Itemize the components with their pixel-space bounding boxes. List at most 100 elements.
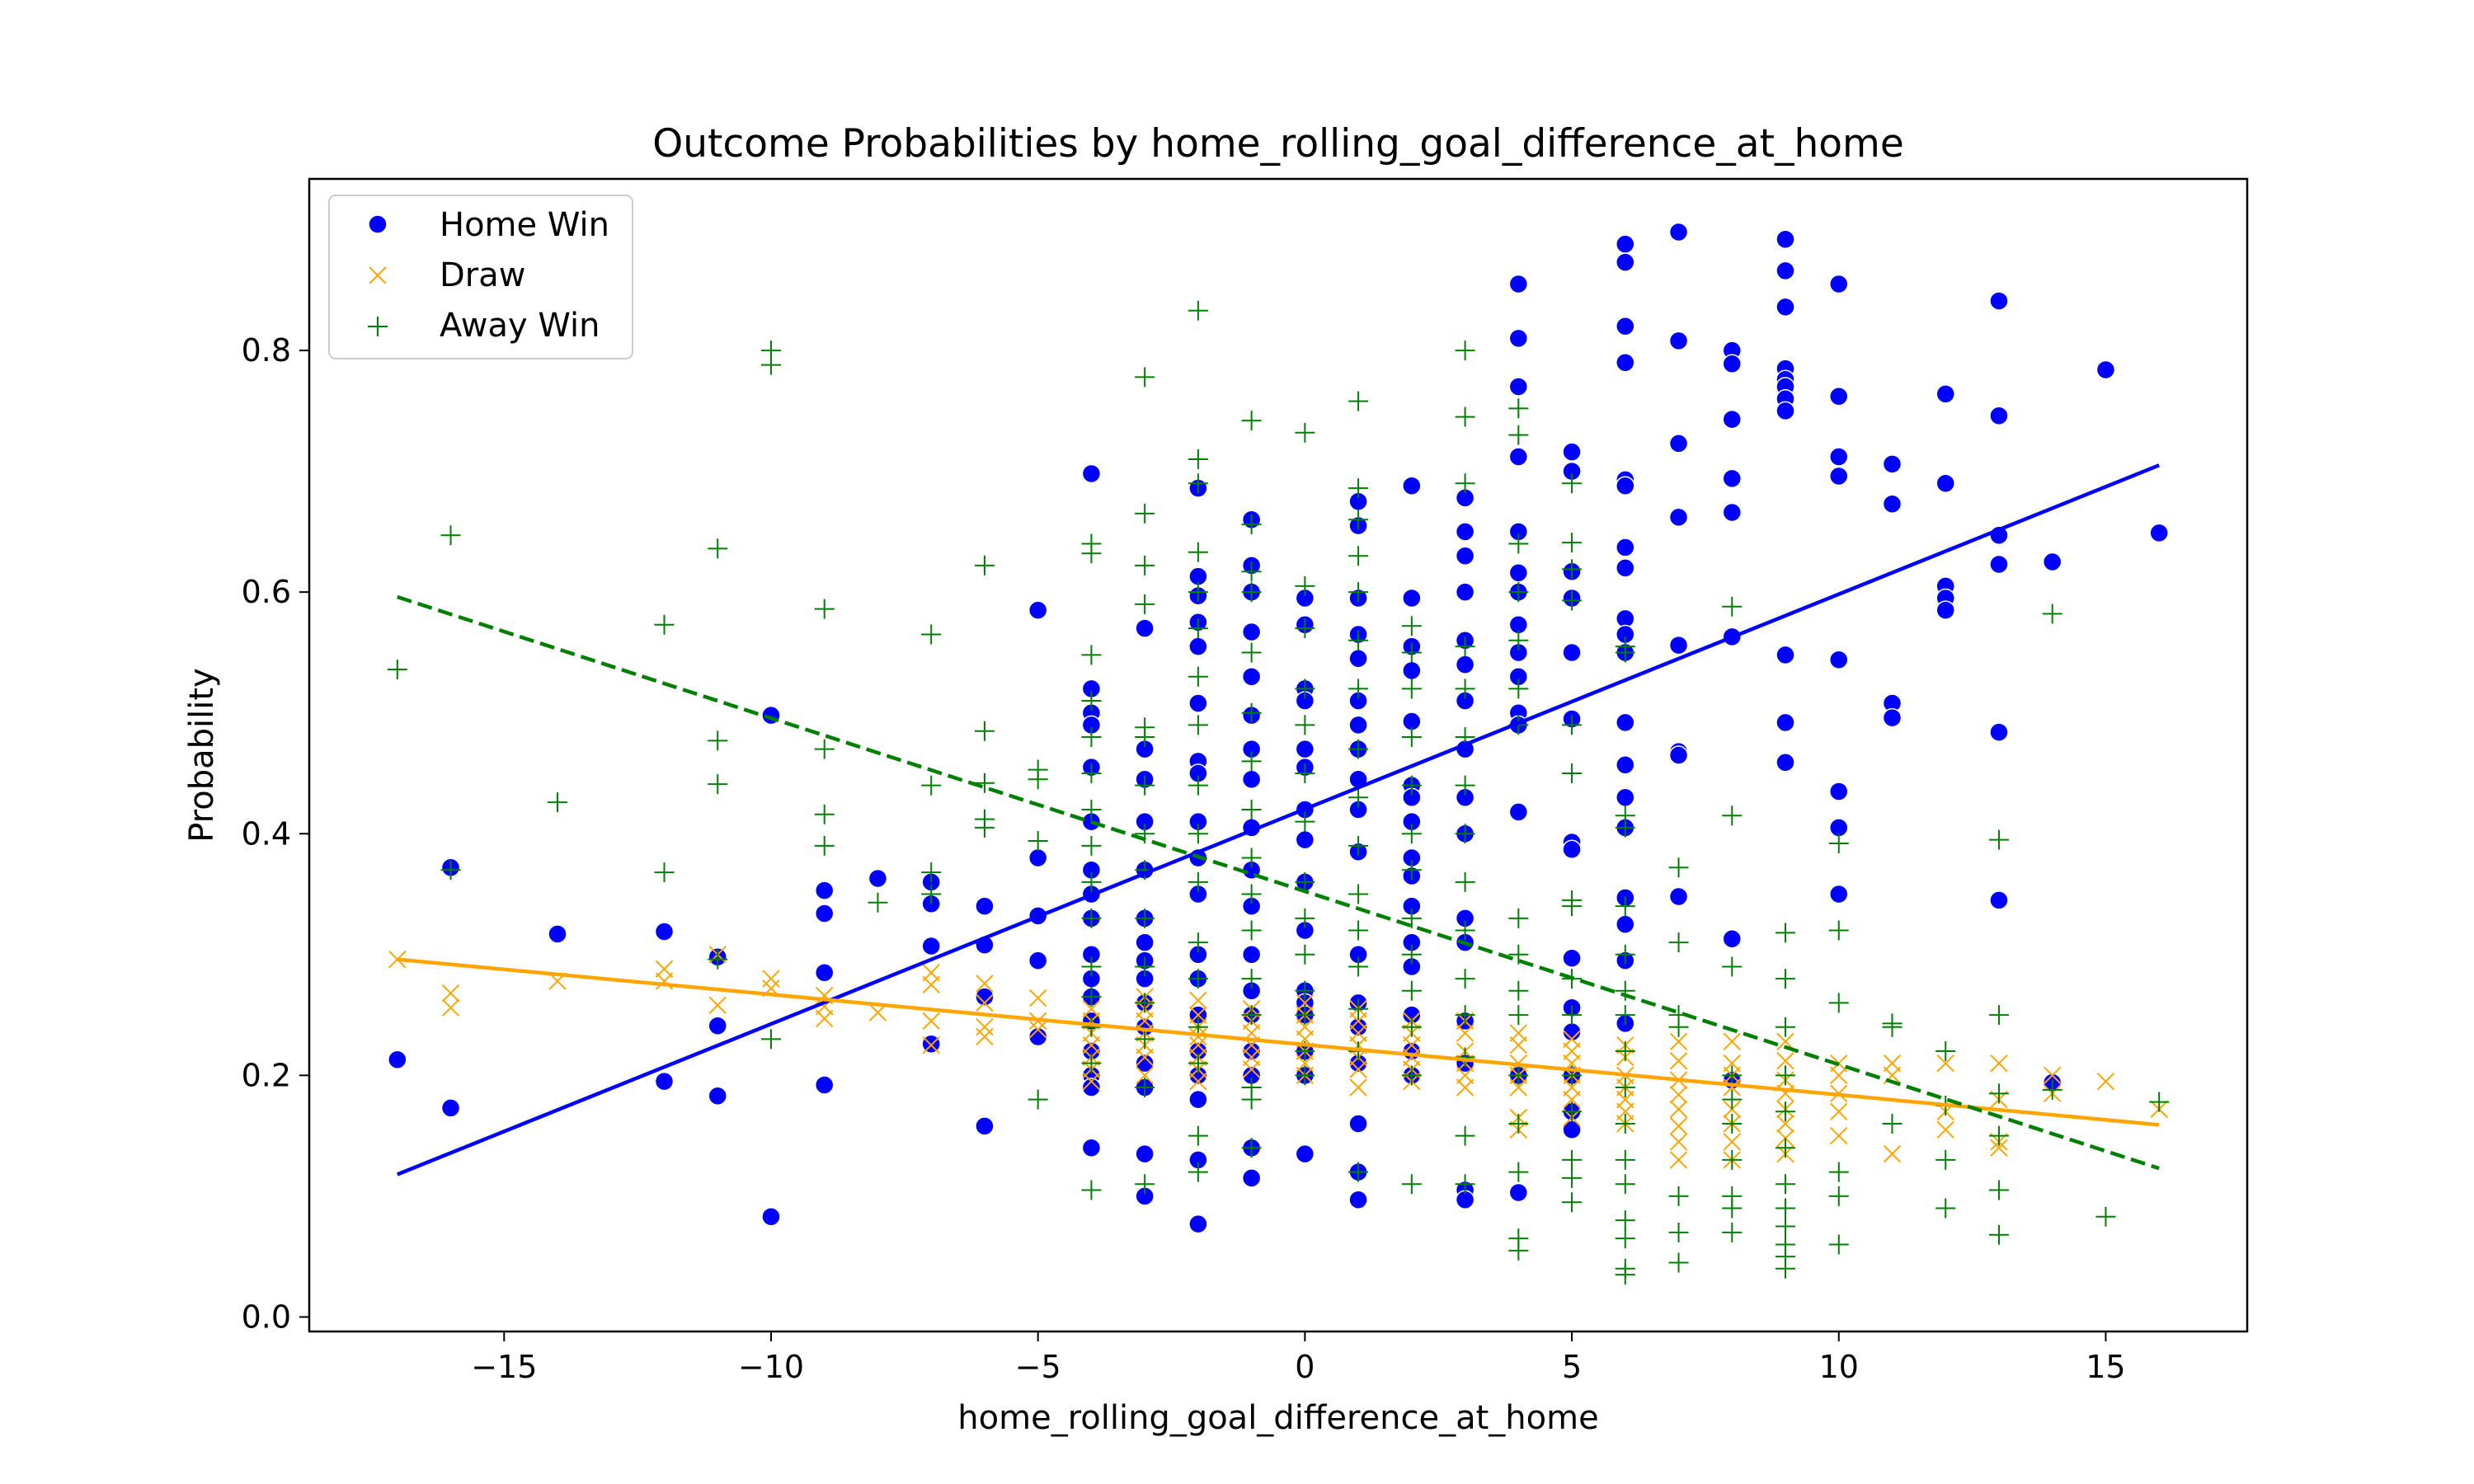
away-win-point: [1776, 923, 1796, 943]
home-win-point: [975, 896, 995, 916]
away-win-point: [2095, 1206, 2116, 1227]
away-win-point: [1081, 691, 1102, 711]
away-win-point: [1508, 1162, 1529, 1182]
away-win-point: [1295, 1005, 1315, 1026]
home-win-point: [1616, 787, 1635, 808]
home-win-point: [1135, 618, 1155, 638]
away-win-point: [1348, 546, 1369, 566]
home-win-point: [1935, 384, 1955, 404]
home-win-point: [388, 1050, 407, 1070]
away-win-point: [814, 835, 835, 856]
home-win-point: [1455, 655, 1475, 674]
away-win-point: [1615, 1228, 1635, 1249]
away-win-point: [1615, 1210, 1635, 1231]
away-win-point: [1455, 473, 1475, 494]
away-win-point: [1241, 1005, 1262, 1026]
home-win-point: [1241, 1168, 1262, 1188]
draw-point: [1830, 1102, 1848, 1121]
home-win-point: [440, 1098, 461, 1118]
away-win-point: [1295, 715, 1315, 735]
away-win-point: [1241, 751, 1262, 772]
away-win-point: [1348, 956, 1369, 977]
away-win-point: [1295, 944, 1315, 965]
home-win-point: [1616, 352, 1635, 373]
away-win-point: [974, 773, 995, 793]
home-win-point: [1081, 463, 1102, 484]
away-win-point: [1828, 1186, 1849, 1206]
home-win-point: [1616, 558, 1635, 578]
away-win-point: [1455, 636, 1475, 657]
away-win-point: [1295, 618, 1315, 639]
away-win-point: [1081, 987, 1102, 1007]
home-win-point: [1829, 274, 1849, 294]
x-axis-ticks: −15 −10 −5 0 5 10 15: [471, 1331, 2126, 1385]
draw-point: [1990, 1139, 2008, 1157]
away-win-point: [1882, 1017, 1903, 1037]
away-win-point: [1295, 811, 1315, 832]
away-win-point: [1081, 871, 1102, 892]
away-win-point: [1776, 1258, 1796, 1279]
away-win-point: [1348, 739, 1369, 759]
away-win-point: [1722, 1149, 1743, 1170]
away-win-point: [1508, 398, 1529, 419]
away-win-point: [1455, 1125, 1475, 1146]
home-win-point: [1616, 476, 1635, 495]
home-win-point: [1935, 600, 1955, 620]
draw-point: [976, 993, 994, 1012]
away-win-point: [1935, 1041, 1956, 1062]
away-win-point: [1348, 998, 1369, 1019]
away-win-point: [1508, 1113, 1529, 1134]
away-win-point: [1135, 555, 1155, 575]
away-win-point: [1348, 884, 1369, 904]
home-win-point: [1135, 1053, 1155, 1073]
plot-frame: [308, 177, 2249, 1333]
y-axis-ticks: 0.0 0.2 0.4 0.6 0.8: [242, 332, 309, 1335]
home-win-point: [1508, 274, 1529, 294]
draw-point: [441, 984, 460, 1003]
home-win-point: [975, 987, 995, 1007]
home-win-point: [1348, 1114, 1368, 1134]
away-win-point: [1455, 340, 1475, 361]
home-win-point: [1028, 848, 1048, 868]
away-win-point: [2149, 1092, 2170, 1112]
home-win-point: [1989, 291, 2009, 311]
away-win-point: [1188, 1162, 1208, 1182]
home-win-point: [1776, 401, 1795, 421]
home-win-point: [1668, 331, 1689, 351]
away-win-point: [1081, 727, 1102, 748]
home-win-point: [1776, 261, 1795, 281]
away-win-point: [1401, 679, 1422, 699]
y-tick-label: 0.0: [242, 1298, 291, 1335]
home-win-point: [708, 1086, 727, 1106]
draw-point: [1669, 1032, 1688, 1051]
away-win-point: [1455, 775, 1475, 796]
away-win-point: [1188, 969, 1208, 989]
legend-label-home-win: Home Win: [440, 206, 609, 244]
away-win-point: [1615, 1077, 1635, 1097]
home-win-point: [921, 936, 941, 956]
away-win-point: [654, 862, 675, 883]
x-axis-label: home_rolling_goal_difference_at_home: [957, 1399, 1598, 1437]
legend-label-away-win: Away Win: [440, 307, 600, 345]
away-win-point: [1241, 642, 1262, 663]
away-win-point: [1081, 1053, 1102, 1073]
home-win-point: [1776, 753, 1795, 773]
draw-point: [1242, 1060, 1261, 1078]
draw-point: [1936, 1054, 1954, 1073]
home-win-point: [1455, 546, 1475, 566]
away-win-point: [1135, 594, 1155, 614]
draw-point: [1456, 1024, 1475, 1042]
draw-point: [1189, 1072, 1207, 1091]
away-win-point: [1668, 932, 1689, 953]
draw-point: [1669, 1100, 1688, 1119]
away-win-point: [1668, 857, 1689, 878]
away-win-point: [2042, 603, 2062, 624]
trendline-away-win: [397, 594, 2160, 1171]
draw-point: [2044, 1066, 2062, 1085]
away-win-point: [1188, 618, 1208, 639]
draw-point: [922, 1012, 940, 1031]
away-win-point: [1615, 1041, 1635, 1062]
draw-point: [1563, 1090, 1581, 1109]
away-win-point: [1668, 1017, 1689, 1037]
away-win-point: [1028, 769, 1048, 790]
